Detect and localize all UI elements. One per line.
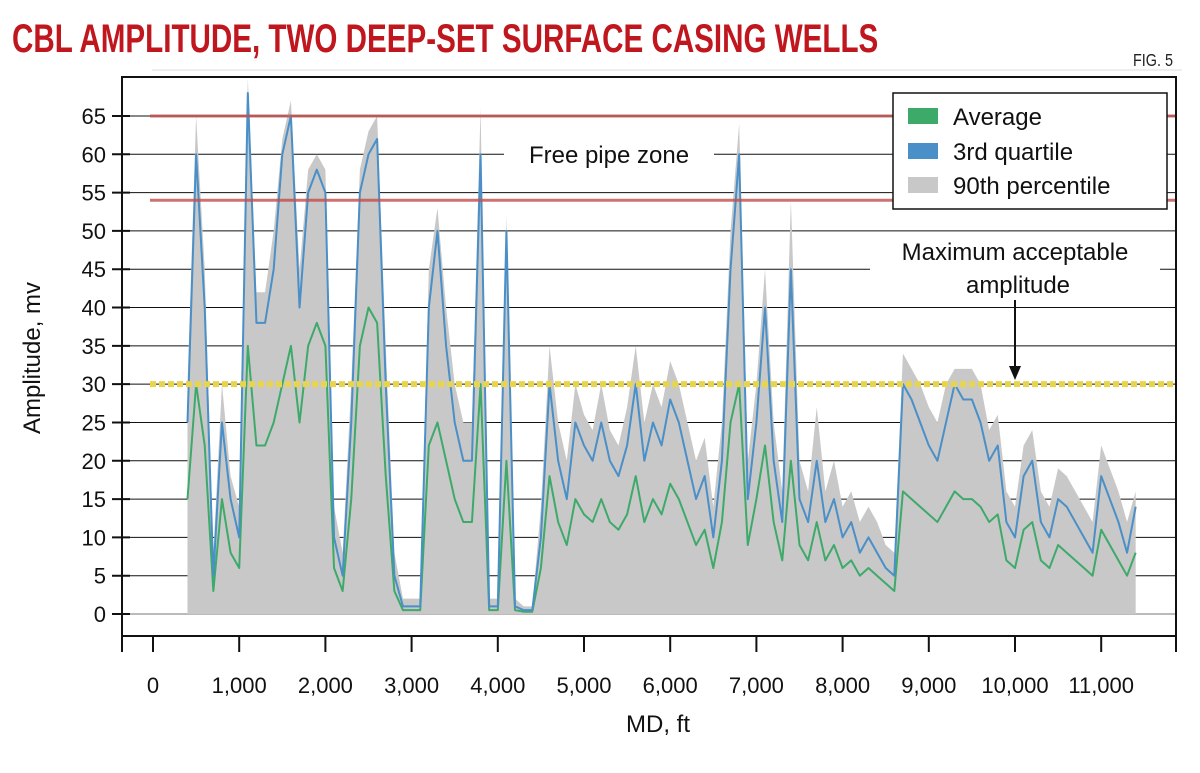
x-tick-label: 2,000 bbox=[298, 673, 353, 698]
legend-label-average: Average bbox=[953, 104, 1042, 131]
max-amplitude-label-bg bbox=[870, 234, 1160, 302]
x-tick-label: 10,000 bbox=[981, 673, 1048, 698]
x-tick-label: 3,000 bbox=[384, 673, 439, 698]
x-tick-label: 4,000 bbox=[470, 673, 525, 698]
y-axis-label: Amplitude, mv bbox=[19, 282, 46, 434]
x-tick-label: 6,000 bbox=[643, 673, 698, 698]
y-tick-label: 5 bbox=[94, 564, 106, 589]
legend-label-90th-percentile: 90th percentile bbox=[953, 173, 1110, 200]
legend-box bbox=[892, 92, 1168, 210]
plot-frame bbox=[121, 76, 1177, 637]
legend-swatch-3rd-quartile bbox=[908, 143, 938, 159]
legend: Average 3rd quartile 90th percentile bbox=[892, 92, 1168, 210]
y-tick-label: 50 bbox=[82, 219, 106, 244]
legend-swatch-average bbox=[908, 108, 938, 124]
y-axis: 0 5 10 15 20 25 30 35 40 45 50 55 60 65 bbox=[82, 104, 130, 627]
plot-marks bbox=[186, 77, 1137, 614]
series-3rd-quartile-line bbox=[186, 92, 1137, 612]
y-tick-label: 35 bbox=[82, 334, 106, 359]
max-amplitude-label-line1: Maximum acceptable bbox=[902, 239, 1129, 266]
y-tick-label: 60 bbox=[82, 142, 106, 167]
x-tick-label: 7,000 bbox=[729, 673, 784, 698]
max-amplitude-label-line2: amplitude bbox=[966, 272, 1070, 299]
x-axis-label: MD, ft bbox=[626, 711, 690, 738]
y-tick-label: 45 bbox=[82, 257, 106, 282]
x-tick-label: 0 bbox=[147, 673, 159, 698]
x-tick-label: 8,000 bbox=[815, 673, 870, 698]
legend-label-3rd-quartile: 3rd quartile bbox=[953, 139, 1073, 166]
figure-label: FIG. 5 bbox=[1133, 51, 1173, 71]
y-tick-label: 55 bbox=[82, 181, 106, 206]
free-pipe-label-bg bbox=[504, 138, 714, 170]
y-tick-label: 10 bbox=[82, 525, 106, 550]
arrow-head-icon bbox=[1009, 366, 1021, 380]
x-axis: 0 1,000 2,000 3,000 4,000 5,000 6,000 7,000 8,00… bbox=[121, 636, 1177, 698]
y-tick-label: 25 bbox=[82, 410, 106, 435]
legend-swatch-90th-percentile bbox=[908, 177, 938, 193]
x-tick-label: 1,000 bbox=[212, 673, 267, 698]
y-tick-label: 20 bbox=[82, 449, 106, 474]
y-tick-label: 40 bbox=[82, 296, 106, 321]
y-tick-label: 15 bbox=[82, 487, 106, 512]
free-pipe-zone-label: Free pipe zone bbox=[529, 142, 689, 169]
series-average-line bbox=[186, 306, 1137, 613]
x-tick-label: 11,000 bbox=[1068, 673, 1134, 698]
chart-title: CBL AMPLITUDE, TWO DEEP-SET SURFACE CASI… bbox=[12, 17, 878, 61]
y-tick-label: 0 bbox=[94, 602, 106, 627]
y-tick-label: 65 bbox=[82, 104, 106, 129]
y-tick-label: 30 bbox=[82, 372, 106, 397]
x-tick-label: 5,000 bbox=[556, 673, 611, 698]
x-tick-label: 9,000 bbox=[901, 673, 956, 698]
